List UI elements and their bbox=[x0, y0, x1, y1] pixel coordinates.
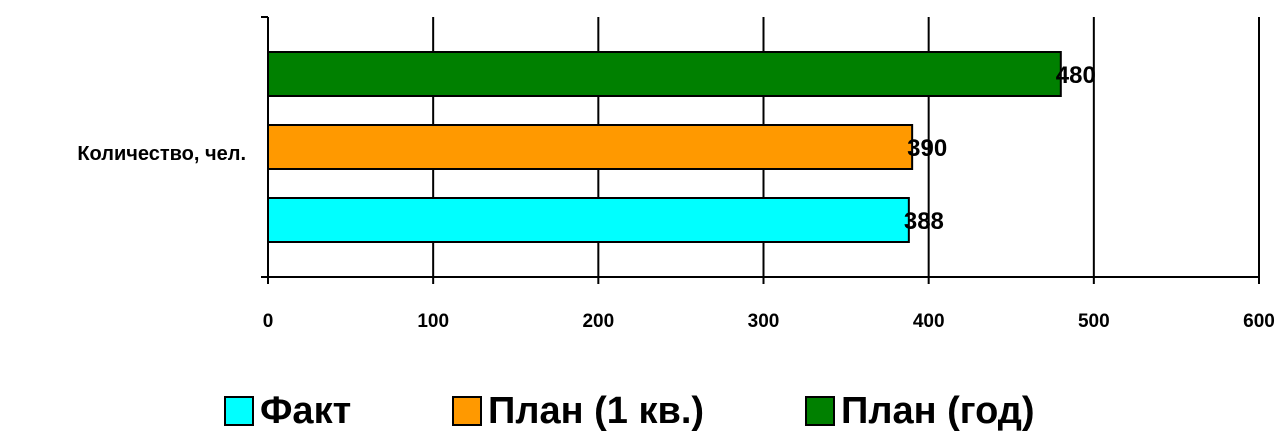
data-label: 480 bbox=[1056, 62, 1096, 89]
legend-item-plan-q1: План (1 кв.) bbox=[452, 388, 704, 434]
labels: 0 100 200 300 400 500 600 Количество, чел. 388 39… bbox=[77, 62, 1275, 332]
x-tick-label: 400 bbox=[913, 311, 945, 332]
x-tick-label: 300 bbox=[748, 311, 780, 332]
bar-chart: 0 100 200 300 400 500 600 Количество, чел. 388 39… bbox=[77, 16, 1275, 332]
legend-item-plan-year: План (год) bbox=[805, 388, 1035, 434]
bar bbox=[267, 197, 910, 243]
x-tick-label: 500 bbox=[1078, 311, 1110, 332]
legend-label-fact: Факт bbox=[260, 390, 352, 432]
x-tick-label: 0 bbox=[263, 311, 274, 332]
category-label: Количество, чел. bbox=[77, 143, 246, 165]
data-label: 390 bbox=[907, 135, 947, 162]
legend-item-fact: Факт bbox=[224, 388, 351, 434]
x-tick-label: 600 bbox=[1243, 311, 1275, 332]
bars bbox=[267, 51, 1062, 243]
legend-label-plan-q1: План (1 кв.) bbox=[488, 390, 705, 432]
bar bbox=[267, 51, 1062, 97]
legend-label-plan-year: План (год) bbox=[841, 390, 1035, 432]
legend-swatch-plan-q1 bbox=[452, 396, 482, 426]
legend: Факт План (1 кв.) План (год) bbox=[0, 388, 1283, 434]
legend-swatch-fact bbox=[224, 396, 254, 426]
bar bbox=[267, 124, 914, 170]
x-tick-label: 100 bbox=[417, 311, 449, 332]
legend-swatch-plan-year bbox=[805, 396, 835, 426]
x-tick-label: 200 bbox=[582, 311, 614, 332]
data-label: 388 bbox=[904, 208, 944, 235]
